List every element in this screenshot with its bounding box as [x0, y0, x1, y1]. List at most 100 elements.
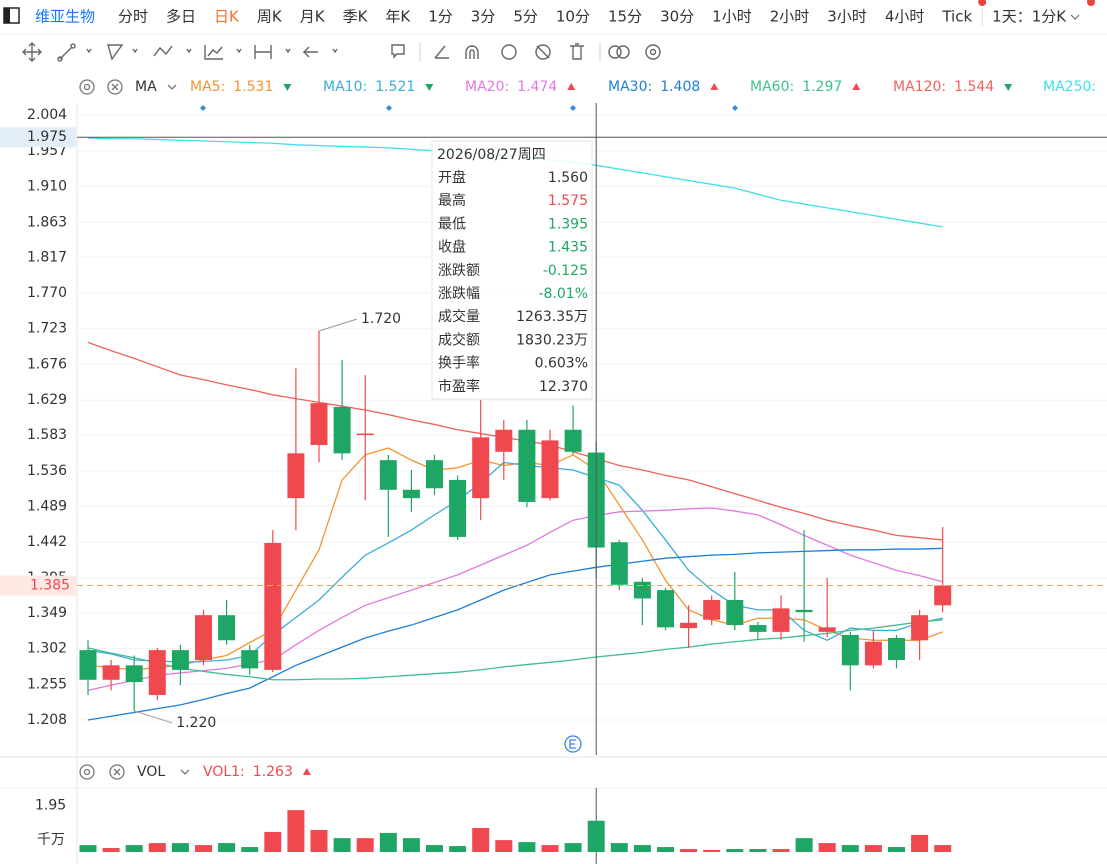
- move-tool[interactable]: [22, 42, 42, 62]
- period-tab[interactable]: 季K: [343, 8, 369, 26]
- arrow-tool[interactable]: [302, 46, 318, 58]
- tooltip-date: 2026/08/27周四: [437, 147, 546, 163]
- ma-legend-value: 1.531: [233, 79, 273, 95]
- y-tick-label: 1.863: [27, 214, 67, 230]
- ma-line: [87, 507, 943, 692]
- vol-settings[interactable]: [79, 764, 95, 780]
- event-marker[interactable]: [570, 105, 576, 111]
- event-marker[interactable]: [732, 105, 738, 111]
- tooltip-label: 收盘: [438, 239, 466, 256]
- measure-tool[interactable]: [204, 45, 223, 60]
- period-tab[interactable]: 日K: [214, 8, 240, 26]
- range-tool[interactable]: [254, 45, 272, 59]
- volume-bar: [241, 847, 259, 852]
- stock-name[interactable]: 维亚生物: [35, 8, 95, 26]
- period-dropdown[interactable]: 1天：1分K: [992, 8, 1067, 26]
- tooltip-value: 1830.23万: [516, 332, 588, 348]
- candle-body: [680, 622, 698, 629]
- volume-name[interactable]: VOL: [137, 764, 165, 780]
- vol-settings-core: [83, 768, 91, 776]
- candle-body: [287, 453, 305, 499]
- magnet-tool[interactable]: [465, 45, 479, 59]
- period-tab[interactable]: 5分: [513, 8, 538, 26]
- indicator-name[interactable]: MA: [135, 79, 157, 95]
- compare-tool[interactable]: [608, 45, 622, 59]
- period-tab[interactable]: Tick: [941, 8, 972, 26]
- volume-bar: [841, 845, 859, 852]
- settings-tool[interactable]: [645, 44, 661, 60]
- hide-tool[interactable]: [535, 44, 551, 60]
- period-tab[interactable]: 3分: [471, 8, 496, 26]
- tooltip-value: 1.395: [548, 216, 588, 232]
- trend-arrow: [425, 84, 434, 91]
- ma-legend-label: MA10:: [323, 79, 367, 95]
- period-tab[interactable]: 30分: [660, 8, 694, 26]
- line-tool-dot: [57, 56, 63, 62]
- tooltip-value: 1.560: [548, 170, 588, 186]
- event-e-icon[interactable]: [564, 735, 582, 753]
- period-tab[interactable]: 15分: [608, 8, 642, 26]
- candle-body: [495, 429, 513, 452]
- volume-bar: [379, 832, 397, 852]
- volume-bar: [795, 838, 813, 852]
- period-tab[interactable]: 1分: [428, 8, 453, 26]
- line-tool-dot: [70, 43, 76, 49]
- angle-tool[interactable]: [434, 45, 449, 59]
- candle-body: [264, 542, 282, 670]
- ma-legend-value: 1.544: [954, 79, 994, 95]
- ma-settings[interactable]: [79, 79, 95, 95]
- volume-bar: [79, 845, 97, 852]
- trend-arrow: [283, 84, 292, 91]
- vol-close[interactable]: [109, 764, 125, 780]
- ma-legend-label: MA120:: [893, 79, 946, 95]
- tooltip-label: 涨跌幅: [438, 286, 480, 302]
- volume-bar: [888, 847, 905, 852]
- ma-settings-core: [83, 83, 91, 91]
- period-tab[interactable]: 周K: [257, 8, 283, 26]
- period-tab[interactable]: 1小时: [712, 8, 752, 26]
- tooltip-value: 1.435: [548, 240, 588, 256]
- y-tick-label: 1.723: [27, 321, 67, 337]
- period-tab[interactable]: 月K: [300, 8, 326, 26]
- delete-tool[interactable]: [570, 43, 584, 60]
- volume-bar: [934, 845, 952, 852]
- ma-caret[interactable]: [167, 84, 177, 90]
- y-tick-label: 1.817: [27, 249, 67, 265]
- volume-bar: [657, 847, 674, 852]
- period-tab[interactable]: 3小时: [827, 8, 867, 26]
- tooltip-value: -0.125: [543, 263, 588, 279]
- shape-tool[interactable]: [107, 44, 124, 61]
- period-tab[interactable]: 4小时: [885, 8, 925, 26]
- wave-tool[interactable]: [153, 45, 173, 57]
- indicator-icons: [79, 79, 190, 780]
- vol-tick-label: 1.95: [35, 798, 66, 814]
- lock-tool[interactable]: [501, 44, 517, 60]
- volume-bar: [610, 843, 628, 852]
- period-tab[interactable]: 10分: [556, 8, 590, 26]
- candle-body: [241, 650, 259, 669]
- volume-bar: [518, 842, 536, 852]
- event-marker[interactable]: [386, 105, 392, 111]
- crosshair-price-label: 1.975: [27, 129, 67, 145]
- line-tool[interactable]: [59, 46, 73, 60]
- candle-body: [426, 460, 443, 489]
- period-tab[interactable]: 年K: [385, 8, 411, 26]
- y-tick-label: 1.255: [27, 676, 67, 692]
- period-tab[interactable]: 2小时: [770, 8, 810, 26]
- note-tool[interactable]: [391, 44, 405, 59]
- event-marker[interactable]: [200, 105, 206, 111]
- tooltip-label: 市盈率: [438, 378, 480, 395]
- ma-close[interactable]: [107, 79, 123, 95]
- y-tick-label: 1.302: [27, 641, 67, 657]
- tooltip-label: 最高: [438, 192, 466, 209]
- candle-body: [795, 609, 813, 613]
- y-tick-label: 1.629: [27, 392, 67, 408]
- ma-line: [87, 619, 943, 681]
- y-tick-label: 1.583: [27, 427, 67, 443]
- trend-arrow: [710, 83, 719, 90]
- event-markers: [200, 105, 738, 111]
- period-tab[interactable]: 分时: [118, 8, 148, 26]
- vol-caret[interactable]: [180, 769, 190, 775]
- period-tab[interactable]: 多日: [166, 8, 196, 26]
- volume-bar: [402, 838, 420, 852]
